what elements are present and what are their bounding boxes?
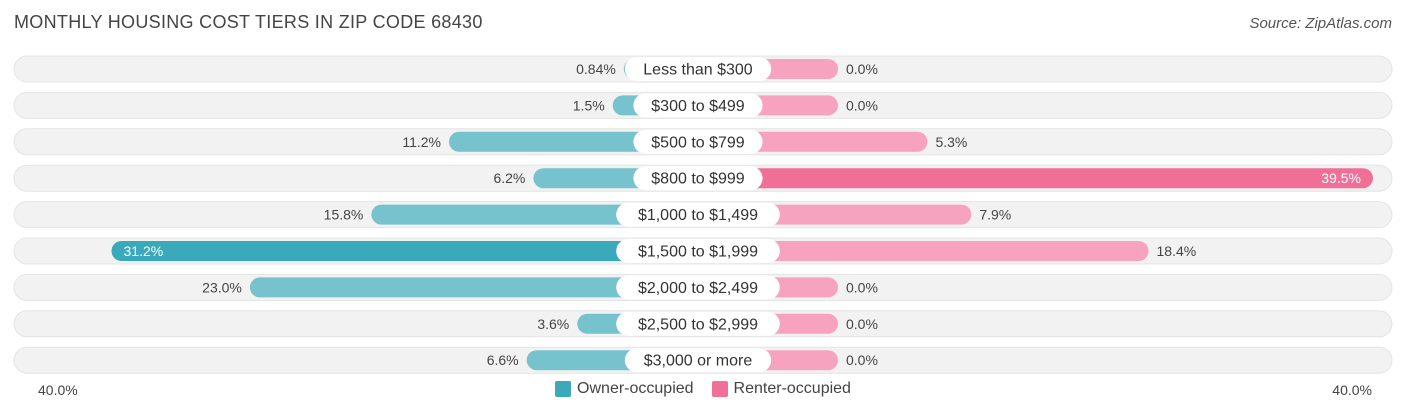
renter-bar [698, 168, 1373, 189]
renter-value-label: 39.5% [1321, 170, 1361, 186]
bar-row: 1.5% 0.0% $300 to $499 [13, 91, 1393, 119]
category-pill [624, 57, 772, 81]
chart-source: Source: ZipAtlas.com [1249, 15, 1392, 32]
legend-label-renter: Renter-occupied [733, 380, 851, 397]
legend-item-renter: Renter-occupied [711, 380, 851, 398]
owner-value-label: 1.5% [573, 97, 605, 113]
renter-value-label: 18.4% [1157, 243, 1197, 259]
owner-value-label: 23.0% [202, 279, 242, 295]
owner-bar [371, 204, 698, 225]
chart-title: MONTHLY HOUSING COST TIERS IN ZIP CODE 6… [14, 12, 483, 32]
category-label: $500 to $799 [651, 134, 745, 151]
owner-value-label: 3.6% [537, 316, 569, 332]
bar-row: 0.84% 0.0% Less than $300 [13, 55, 1393, 83]
owner-value-label: 6.2% [493, 170, 525, 186]
renter-value-label: 5.3% [935, 134, 967, 150]
renter-bar [698, 241, 1149, 261]
category-label: $300 to $499 [651, 98, 745, 115]
owner-value-label: 15.8% [324, 207, 364, 223]
category-label: Less than $300 [643, 62, 753, 79]
bar-row: 11.2% 5.3% $500 to $799 [13, 128, 1393, 156]
diverging-bar-chart: 0.84% 0.0% Less than $300 1.5% 0.0% $300 to $… [13, 55, 1393, 374]
bar-row: 31.2% 18.4% $1,500 to $1,999 [13, 237, 1393, 265]
category-label: $2,500 to $2,999 [638, 316, 758, 333]
category-label: $1,500 to $1,999 [638, 244, 758, 261]
owner-bar [249, 277, 698, 298]
category-pill [624, 348, 772, 373]
axis-max-label: 40.0% [1332, 382, 1372, 398]
legend-swatch-owner [555, 381, 572, 397]
owner-value-label: 6.6% [487, 352, 519, 368]
category-pill [633, 129, 763, 154]
renter-value-label: 7.9% [979, 207, 1011, 223]
category-pill [616, 275, 780, 300]
bar-row: 6.6% 0.0% $3,000 or more [13, 346, 1393, 374]
renter-value-label: 0.0% [846, 352, 878, 368]
category-pill [616, 311, 780, 336]
renter-value-label: 0.0% [846, 97, 878, 113]
bar-row: 6.2% 39.5% $800 to $999 [13, 164, 1393, 192]
renter-value-label: 0.0% [846, 61, 878, 77]
owner-value-label: 11.2% [402, 134, 441, 150]
category-label: $1,000 to $1,499 [638, 207, 758, 224]
legend: Owner-occupied Renter-occupied [0, 380, 1406, 398]
legend-label-owner: Owner-occupied [577, 380, 694, 397]
legend-item-owner: Owner-occupied [555, 380, 694, 398]
bar-row: 23.0% 0.0% $2,000 to $2,499 [13, 273, 1393, 301]
category-pill [616, 239, 780, 263]
category-label: $3,000 or more [644, 353, 753, 370]
legend-swatch-renter [711, 381, 728, 397]
renter-value-label: 0.0% [846, 279, 878, 295]
category-pill [616, 202, 780, 227]
renter-value-label: 0.0% [846, 316, 878, 332]
owner-bar [111, 241, 698, 261]
category-label: $2,000 to $2,499 [638, 280, 758, 297]
owner-value-label: 31.2% [124, 243, 164, 259]
bar-row: 3.6% 0.0% $2,500 to $2,999 [13, 310, 1393, 338]
bar-row: 15.8% 7.9% $1,000 to $1,499 [13, 201, 1393, 229]
category-pill [633, 166, 763, 191]
category-pill [633, 93, 763, 118]
category-label: $800 to $999 [651, 171, 745, 188]
axis-min-label: 40.0% [38, 382, 78, 398]
owner-value-label: 0.84% [576, 61, 616, 77]
